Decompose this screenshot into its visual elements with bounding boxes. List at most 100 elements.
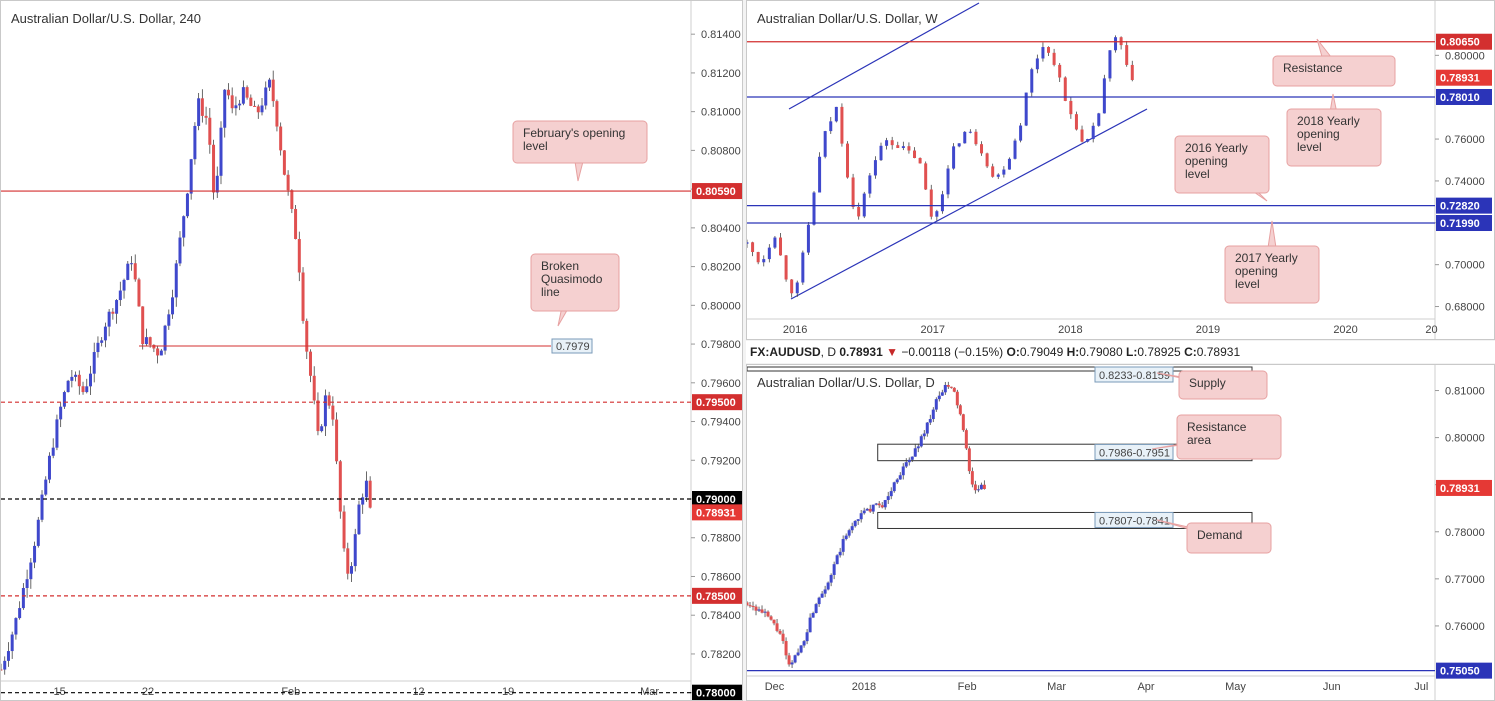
candle-body <box>47 455 51 480</box>
candle-body <box>1019 125 1023 141</box>
level-price-label: 0.78000 <box>696 688 736 700</box>
x-tick-label: 19 <box>502 686 514 698</box>
y-tick-label: 0.80200 <box>701 262 741 274</box>
candle-body <box>823 589 827 594</box>
weekly-chart-panel[interactable]: 0.800000.760000.740000.720000.700000.680… <box>746 0 1495 340</box>
h4-chart-svg[interactable]: 0.814000.812000.810000.808000.806000.804… <box>1 1 743 701</box>
candle-body <box>874 503 878 505</box>
close-label: C: <box>1184 345 1197 359</box>
candle-body <box>847 530 851 536</box>
open-value: 0.79049 <box>1019 345 1064 359</box>
x-tick-label: Dec <box>765 681 785 693</box>
y-tick-label: 0.74000 <box>1445 176 1485 188</box>
candle-body <box>118 290 122 301</box>
candle-body <box>316 400 320 432</box>
candle-body <box>886 496 890 501</box>
x-tick-label: Feb <box>958 681 977 693</box>
candle-body <box>215 175 219 193</box>
candle-body <box>1063 77 1067 101</box>
last-price-label: 0.78931 <box>1440 73 1480 85</box>
candle-body <box>275 101 279 127</box>
zone-label: 0.7986-0.7951 <box>1099 447 1170 459</box>
y-tick-label: 0.76000 <box>1445 621 1485 633</box>
candle-body <box>838 551 842 556</box>
x-tick-label: Jun <box>1323 681 1341 693</box>
candle-body <box>230 95 234 109</box>
level-price-tag <box>692 587 742 604</box>
candle-body <box>916 446 920 449</box>
candle-body <box>305 320 309 352</box>
candle-body <box>931 409 935 420</box>
chart-title: Australian Dollar/U.S. Dollar, D <box>757 375 935 390</box>
candle-body <box>85 386 89 393</box>
y-tick-label: 0.78800 <box>701 533 741 545</box>
candle-body <box>185 193 189 217</box>
candle-body <box>226 89 230 96</box>
candle-body <box>167 314 171 326</box>
level-price-label: 0.78010 <box>1440 92 1480 104</box>
candle-body <box>898 475 902 480</box>
callout-text: line <box>541 285 560 299</box>
candle-body <box>107 311 111 327</box>
candle-body <box>96 342 100 353</box>
candle-body <box>88 373 92 387</box>
daily-chart-svg[interactable]: 0.810000.800000.790000.780000.770000.760… <box>747 365 1495 701</box>
h4-chart-panel[interactable]: 0.814000.812000.810000.808000.806000.804… <box>0 0 743 701</box>
candle-body <box>996 174 1000 177</box>
x-tick-label: 2018 <box>852 681 876 693</box>
candle-body <box>1030 69 1034 93</box>
candle-body <box>853 520 857 527</box>
callout-text: level <box>523 139 548 153</box>
x-tick-label: May <box>1225 681 1246 693</box>
candle-body <box>934 399 938 410</box>
callout-box <box>1178 370 1268 400</box>
callout-box <box>1174 135 1270 194</box>
candle-body <box>751 242 755 253</box>
candle-body <box>182 216 186 238</box>
last-price-tag <box>692 504 742 521</box>
candle-body <box>33 545 37 563</box>
candle-body <box>778 630 782 634</box>
candle-body <box>1 669 3 671</box>
candle-body <box>290 190 294 209</box>
candle-body <box>245 87 249 98</box>
candle-body <box>918 158 922 164</box>
daily-chart-panel[interactable]: 0.810000.800000.790000.780000.770000.760… <box>746 364 1495 701</box>
candle-body <box>892 482 896 492</box>
x-tick-label: Mar <box>1047 681 1066 693</box>
candle-body <box>126 263 130 280</box>
candle-body <box>901 146 905 149</box>
candle-body <box>100 340 104 343</box>
candle-body <box>754 606 758 611</box>
candle-body <box>219 127 223 176</box>
candle-body <box>889 491 893 497</box>
candle-body <box>1024 92 1028 126</box>
candle-body <box>799 645 803 653</box>
candle-body <box>115 300 119 314</box>
candle-body <box>820 593 824 598</box>
candle-body <box>40 494 44 520</box>
level-price-label: 0.71990 <box>1440 218 1480 230</box>
weekly-chart-svg[interactable]: 0.800000.760000.740000.720000.700000.680… <box>747 1 1495 340</box>
zone-box <box>877 511 1253 529</box>
x-tick-label: 20 <box>1425 324 1437 336</box>
zone-label: 0.7807-0.7841 <box>1099 515 1170 527</box>
level-price-label: 0.80590 <box>696 186 736 198</box>
x-tick-label: Mar <box>640 686 659 698</box>
level-price-tag <box>1436 197 1492 214</box>
y-tick-label: 0.81400 <box>701 29 741 41</box>
candle-body <box>937 395 941 400</box>
candle-body <box>877 503 881 506</box>
candle-body <box>812 192 816 225</box>
candle-body <box>103 326 107 341</box>
x-tick-label: 12 <box>412 686 424 698</box>
candle-body <box>784 255 788 280</box>
candle-body <box>92 352 96 374</box>
candle-body <box>197 98 201 126</box>
candle-body <box>935 211 939 217</box>
candle-body <box>779 237 783 256</box>
chart-title: Australian Dollar/U.S. Dollar, 240 <box>11 11 201 26</box>
close-value: 0.78931 <box>1196 345 1241 359</box>
y-tick-label: 0.78000 <box>1445 527 1485 539</box>
candle-body <box>308 351 312 376</box>
